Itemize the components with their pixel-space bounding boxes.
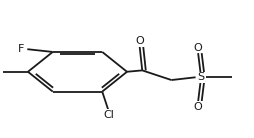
Text: O: O	[135, 36, 144, 46]
Text: O: O	[194, 102, 202, 112]
Text: F: F	[18, 44, 24, 54]
Text: Cl: Cl	[103, 110, 114, 120]
Text: O: O	[194, 43, 202, 53]
Text: S: S	[197, 72, 204, 82]
